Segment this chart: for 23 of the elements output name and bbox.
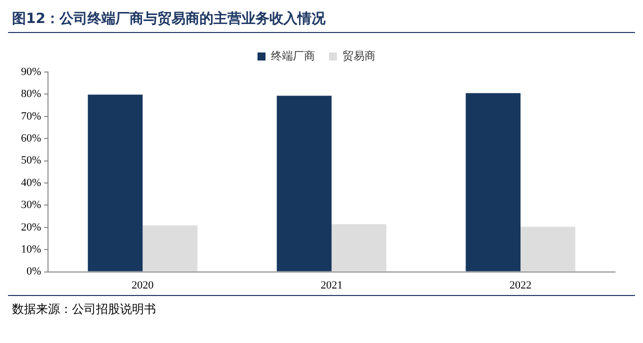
legend-label: 终端厂商 [271,49,315,62]
y-tick-label: 90% [20,66,42,78]
x-tick-label: 2020 [132,279,154,292]
bar [142,225,198,272]
x-tick-label: 2021 [320,279,343,292]
bar [466,93,521,272]
legend-label: 贸易商 [342,49,376,62]
y-tick-label: 60% [20,132,42,144]
bar [520,226,576,272]
bar [88,94,143,272]
y-tick-label: 70% [20,110,42,122]
source-note: 数据来源：公司招股说明书 [12,301,157,318]
y-tick-label: 40% [20,176,42,189]
y-tick-label: 80% [20,88,42,100]
bar [276,96,332,272]
y-tick-label: 50% [20,154,42,167]
chart-title: 图12：公司终端厂商与贸易商的主营业务收入情况 [8,8,635,33]
x-tick-label: 2022 [510,279,532,292]
y-tick-label: 30% [20,199,42,212]
bar [332,224,386,272]
y-tick-label: 0% [26,266,42,278]
y-tick-label: 10% [20,243,42,256]
y-tick-label: 20% [20,221,42,234]
